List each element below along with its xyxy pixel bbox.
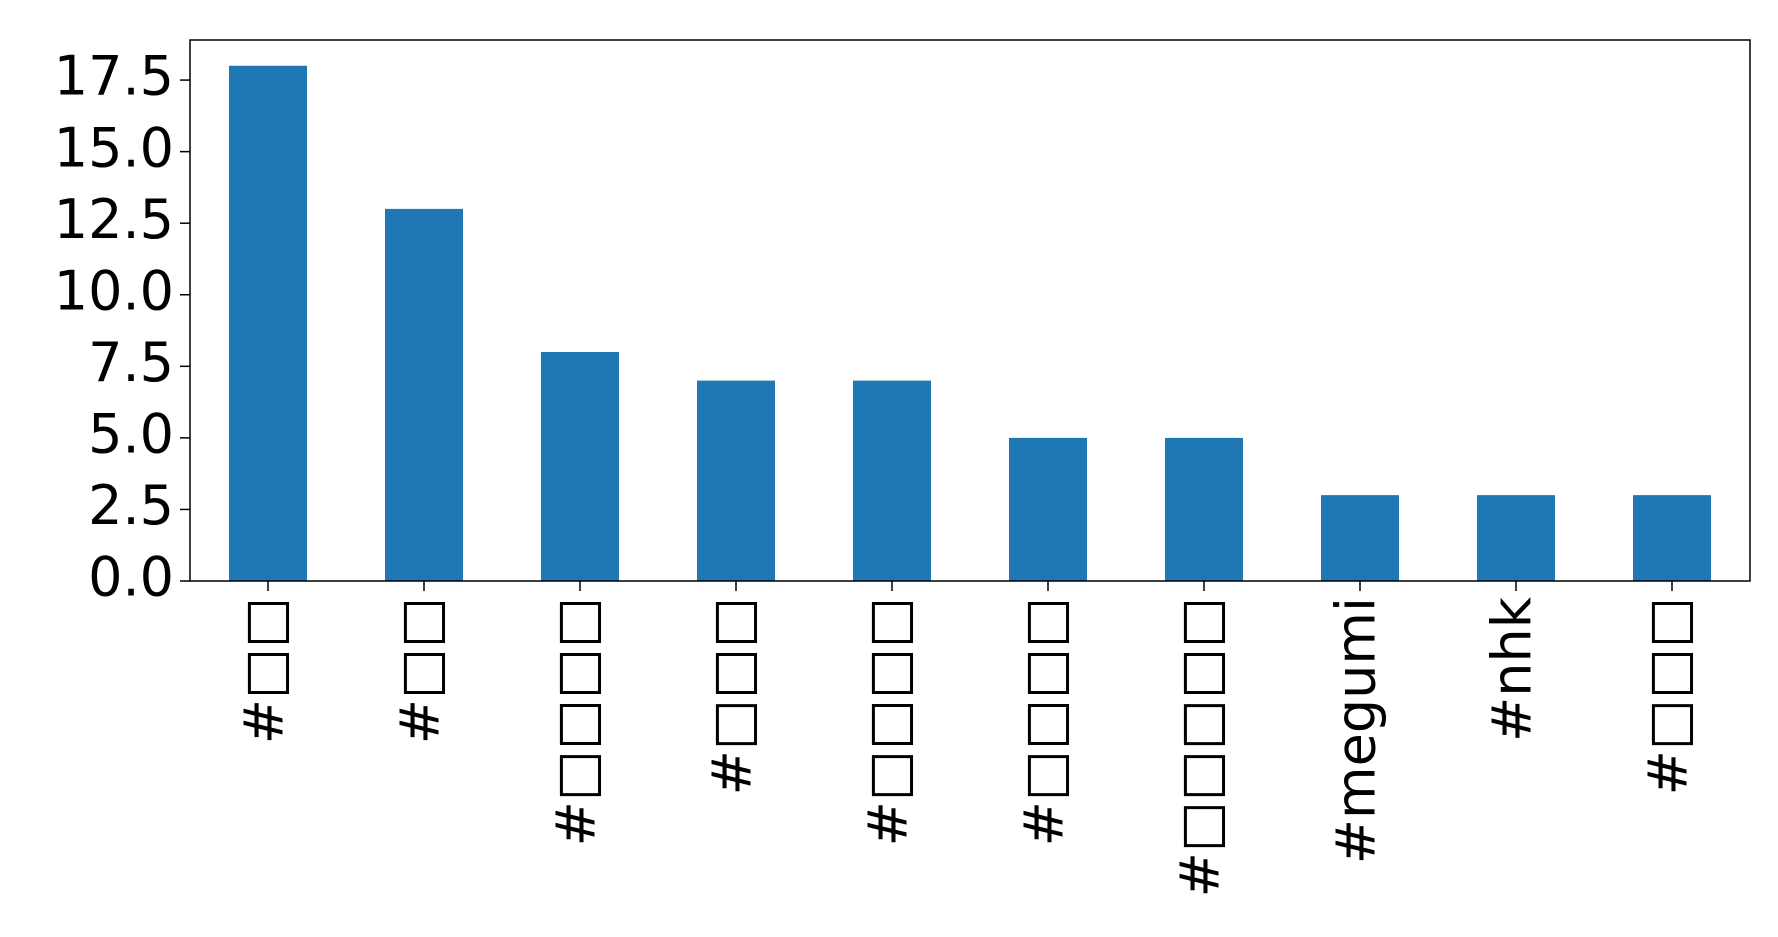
bar <box>385 208 463 581</box>
x-tick-label: #□□□□□ <box>1169 597 1232 897</box>
y-tick-label: 10.0 <box>54 259 174 322</box>
bar <box>697 380 775 581</box>
x-tick-label: #□□□ <box>701 597 764 795</box>
bar <box>1321 495 1399 581</box>
y-tick-label: 17.5 <box>54 45 174 108</box>
x-tick-label: #□□ <box>233 597 296 744</box>
x-tick-label: #nhk <box>1481 596 1544 742</box>
y-tick-label: 12.5 <box>54 188 174 251</box>
x-tick-label: #□□□□ <box>1013 597 1076 846</box>
bar <box>541 352 619 581</box>
plot-frame <box>189 39 1751 582</box>
y-tick-label: 5.0 <box>88 403 174 466</box>
bar <box>1165 437 1243 581</box>
y-tick-label: 0.0 <box>88 546 174 609</box>
y-tick-label: 7.5 <box>88 331 174 394</box>
y-tick-label: 15.0 <box>54 116 174 179</box>
bar <box>1633 495 1711 581</box>
x-tick-label: #□□□ <box>1637 597 1700 795</box>
x-tick-label: #□□ <box>389 597 452 744</box>
bar <box>1477 495 1555 581</box>
x-tick-label: #□□□□ <box>857 597 920 846</box>
x-tick-label: #□□□□ <box>545 597 608 846</box>
bar <box>229 65 307 581</box>
y-tick-label: 2.5 <box>88 474 174 537</box>
x-tick-label: #megumi <box>1325 597 1388 864</box>
bar <box>1009 437 1087 581</box>
bar <box>853 380 931 581</box>
